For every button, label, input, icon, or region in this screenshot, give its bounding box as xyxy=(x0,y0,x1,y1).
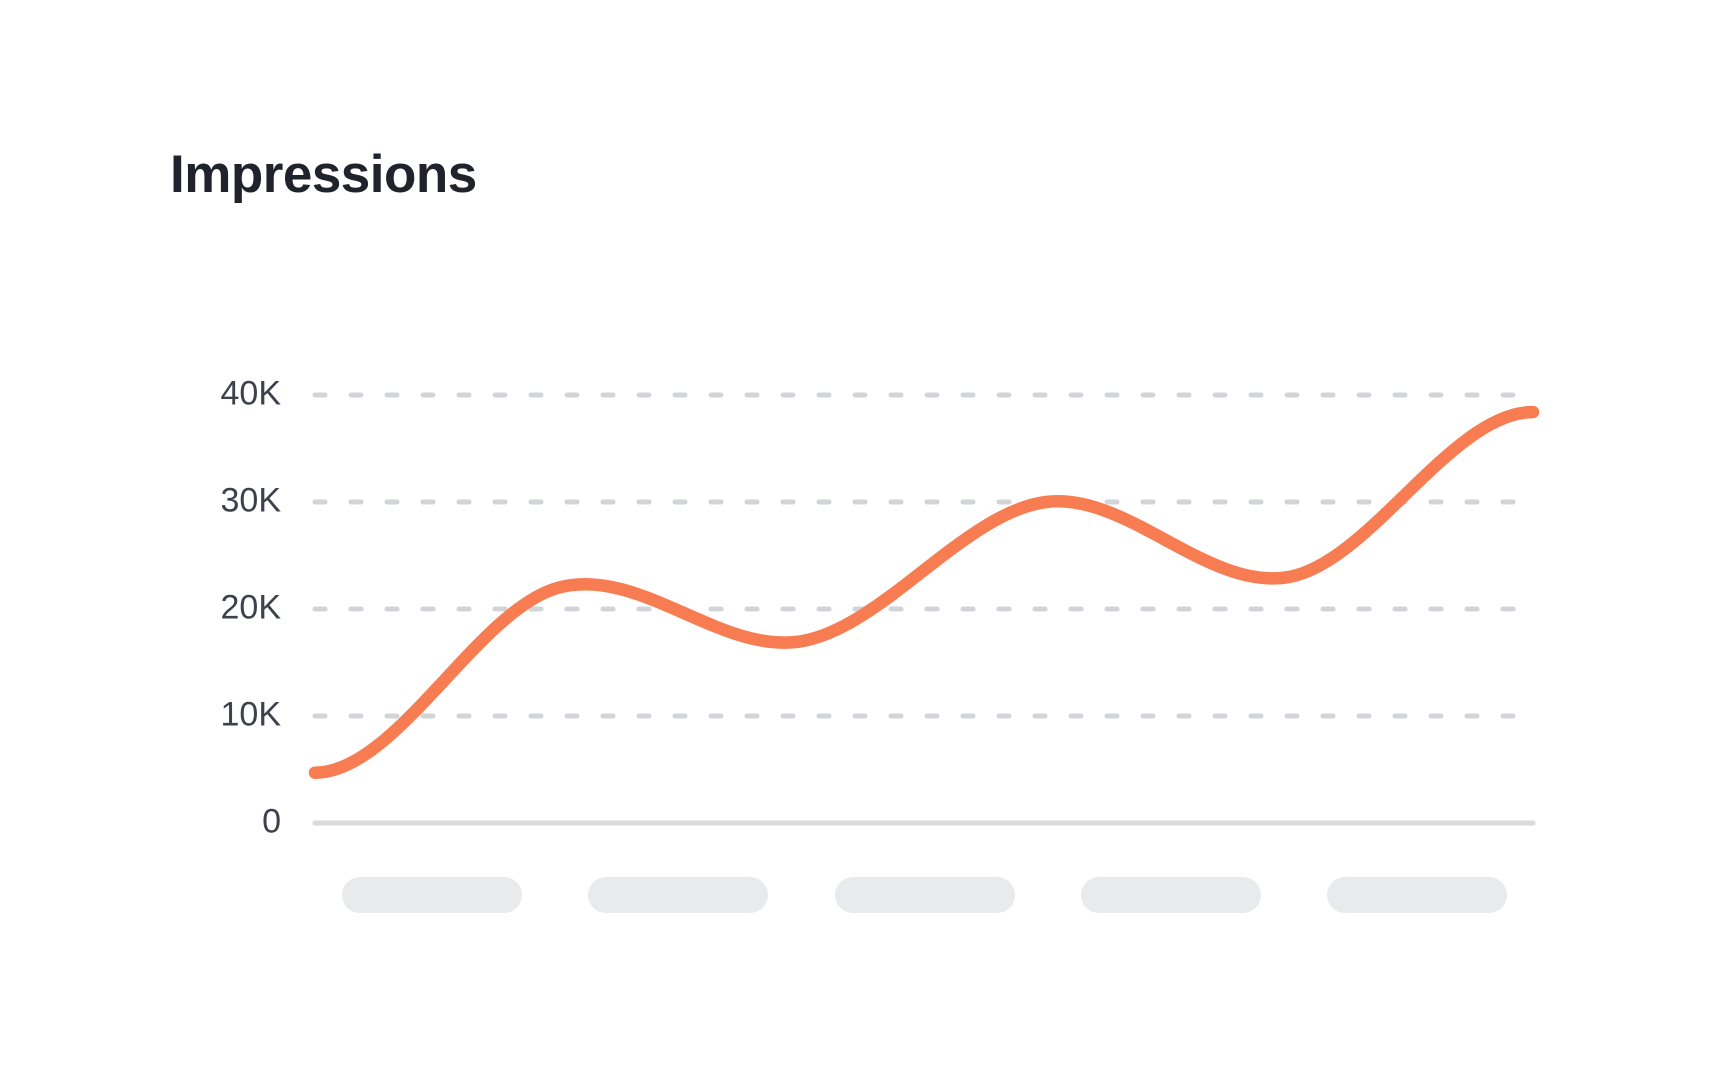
impressions-line-series xyxy=(308,405,1540,779)
chart-title: Impressions xyxy=(170,145,477,204)
